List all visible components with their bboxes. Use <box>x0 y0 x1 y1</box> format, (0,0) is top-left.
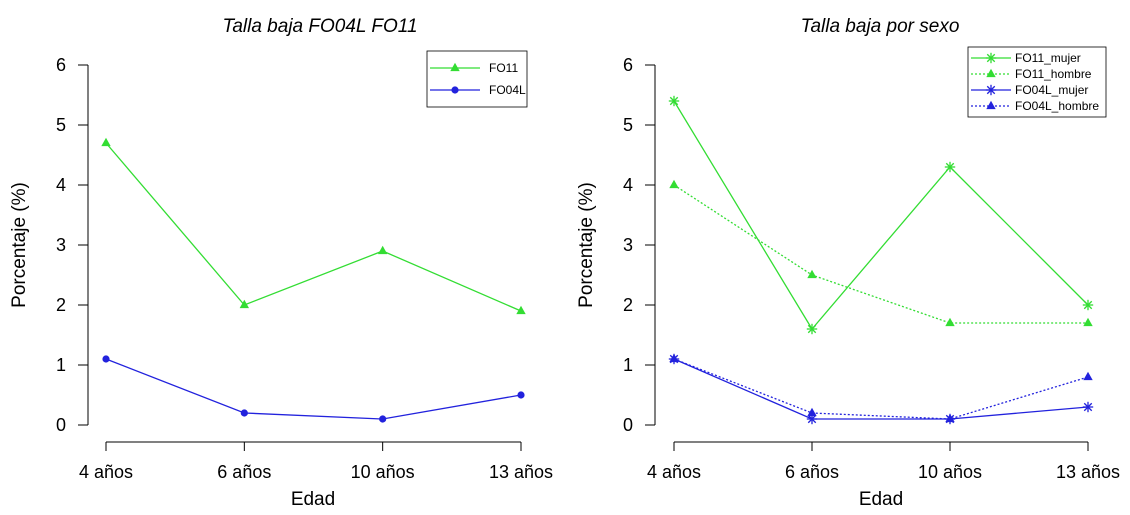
data-point <box>668 95 680 107</box>
x-tick-label: 4 años <box>79 462 133 482</box>
series-fo04l-hombre <box>669 353 1093 423</box>
y-tick-label: 5 <box>623 115 633 135</box>
series-fo11 <box>101 137 526 315</box>
legend-label: FO11 <box>489 61 518 75</box>
data-point <box>102 355 110 363</box>
y-axis-label: Porcentaje (%) <box>576 182 597 308</box>
chart-panel-1: Talla baja FO04L FO11 0 1 2 3 4 5 6 4 años 6 años… <box>9 16 553 510</box>
data-point <box>377 245 388 255</box>
data-point <box>669 179 679 189</box>
y-tick-label: 3 <box>56 235 66 255</box>
data-point <box>1082 401 1094 413</box>
y-tick-label: 2 <box>56 295 66 315</box>
x-axis-label: Edad <box>291 489 335 510</box>
y-tick-label: 5 <box>56 115 66 135</box>
data-point <box>945 317 955 327</box>
series-fo04l <box>102 355 525 423</box>
data-point <box>807 407 817 417</box>
y-tick-label: 6 <box>623 55 633 75</box>
y-tick-label: 1 <box>56 355 66 375</box>
data-point <box>944 161 956 173</box>
data-point <box>379 415 387 423</box>
legend-item: FO11_hombre <box>971 67 1092 81</box>
marker-stroke <box>807 414 817 424</box>
legend-label: FO04L_mujer <box>1015 83 1088 97</box>
data-point <box>240 409 248 417</box>
x-tick-label: 13 años <box>1056 462 1120 482</box>
chart-title: Talla baja por sexo <box>801 16 960 37</box>
y-axis-label: Porcentaje (%) <box>9 182 30 308</box>
data-point <box>239 299 250 309</box>
series-line <box>673 358 1089 420</box>
legend-label: FO04L <box>489 83 526 97</box>
marker-stroke <box>669 96 679 106</box>
y-tick-label: 2 <box>623 295 633 315</box>
x-tick-label: 10 años <box>918 462 982 482</box>
series-line <box>105 142 522 312</box>
data-point <box>1083 371 1093 381</box>
x-tick-label: 4 años <box>647 462 701 482</box>
marker-stroke <box>1083 300 1093 310</box>
legend-marker <box>985 52 997 64</box>
legend-label: FO11_hombre <box>1015 67 1092 81</box>
legend-marker <box>450 62 460 72</box>
chart-title: Talla baja FO04L FO11 <box>222 16 417 37</box>
legend-item: FO11 <box>430 61 518 75</box>
series-line <box>673 358 1089 420</box>
y-tick-label: 0 <box>623 415 633 435</box>
data-point <box>806 323 818 335</box>
legend-label: FO11_mujer <box>1015 51 1081 65</box>
legend-item: FO04L_mujer <box>971 83 1088 97</box>
data-point <box>517 391 525 399</box>
y-tick-label: 4 <box>623 175 633 195</box>
legend-item: FO11_mujer <box>971 51 1081 65</box>
y-tick-label: 3 <box>623 235 633 255</box>
legend-box <box>426 50 528 108</box>
series-line <box>673 100 1089 331</box>
chart-panel-2: Talla baja por sexo 0 1 2 3 4 5 6 4 años 6 años 10… <box>576 16 1120 510</box>
marker-stroke <box>986 85 996 95</box>
data-point <box>1083 317 1093 327</box>
legend-label: FO04L_hombre <box>1015 99 1099 113</box>
legend: FO11_mujer FO11_hombre FO04L_mujer FO04L_ho… <box>967 46 1107 118</box>
y-tick-label: 4 <box>56 175 66 195</box>
marker-stroke <box>807 324 817 334</box>
marker-stroke <box>1083 402 1093 412</box>
series-fo04l-mujer <box>668 353 1094 425</box>
series-fo11-hombre <box>669 179 1093 327</box>
series-line <box>105 358 522 420</box>
legend-item: FO04L_hombre <box>971 99 1099 113</box>
y-tick-label: 1 <box>623 355 633 375</box>
data-point <box>945 413 955 423</box>
marker-stroke <box>945 162 955 172</box>
legend: FO11 FO04L <box>426 50 528 108</box>
data-point <box>1082 299 1094 311</box>
x-tick-label: 10 años <box>351 462 415 482</box>
x-tick-label: 6 años <box>217 462 271 482</box>
legend-item: FO04L <box>430 83 526 97</box>
y-tick-label: 6 <box>56 55 66 75</box>
series-line <box>673 184 1088 324</box>
legend-marker <box>985 84 997 96</box>
marker-stroke <box>986 53 996 63</box>
x-tick-label: 6 años <box>785 462 839 482</box>
series-fo11-mujer <box>668 95 1094 335</box>
data-point <box>807 269 817 279</box>
y-tick-label: 0 <box>56 415 66 435</box>
data-point <box>669 353 679 363</box>
legend-marker <box>986 68 996 78</box>
data-point <box>516 305 526 315</box>
x-axis-label: Edad <box>859 489 903 510</box>
x-tick-label: 13 años <box>489 462 553 482</box>
data-point <box>101 137 111 147</box>
legend-marker <box>986 100 996 110</box>
legend-marker <box>451 86 459 94</box>
